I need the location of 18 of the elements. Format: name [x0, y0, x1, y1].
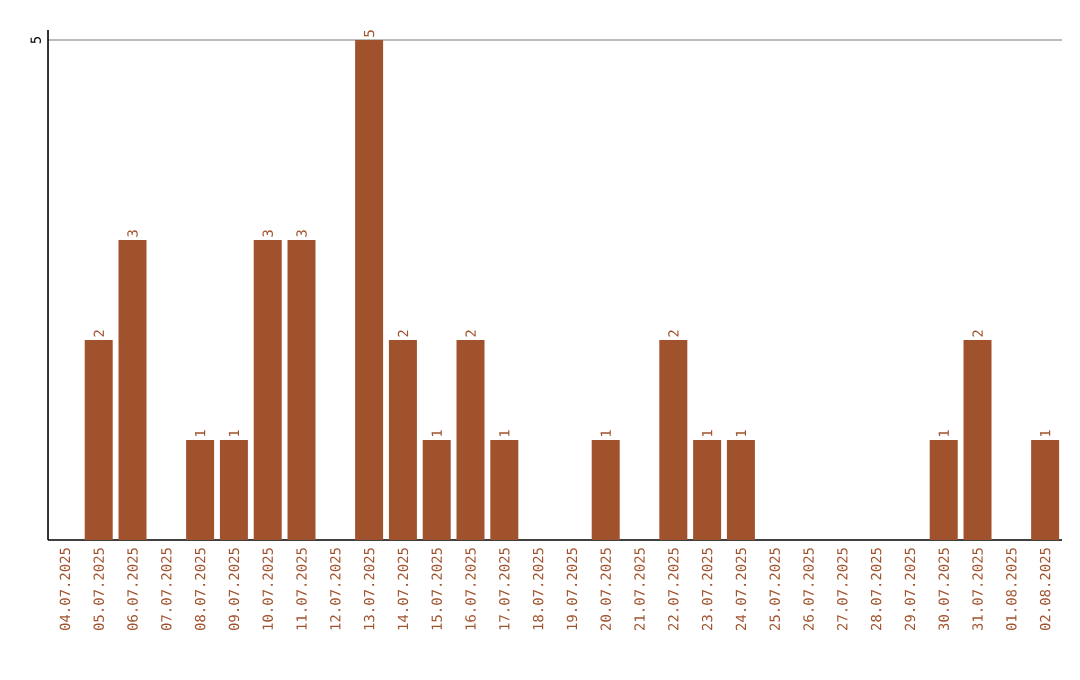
bar	[659, 340, 688, 540]
bar	[726, 440, 755, 540]
bar	[591, 440, 620, 540]
bar	[219, 440, 248, 540]
bar	[456, 340, 485, 540]
bar	[963, 340, 992, 540]
bar	[287, 240, 316, 540]
bar	[388, 340, 417, 540]
bar	[355, 40, 384, 540]
bar	[422, 440, 451, 540]
bar	[118, 240, 147, 540]
bar	[490, 440, 519, 540]
bar	[253, 240, 282, 540]
bar	[186, 440, 215, 540]
bar	[929, 440, 958, 540]
bar	[1031, 440, 1060, 540]
bar	[693, 440, 722, 540]
bar	[84, 340, 113, 540]
